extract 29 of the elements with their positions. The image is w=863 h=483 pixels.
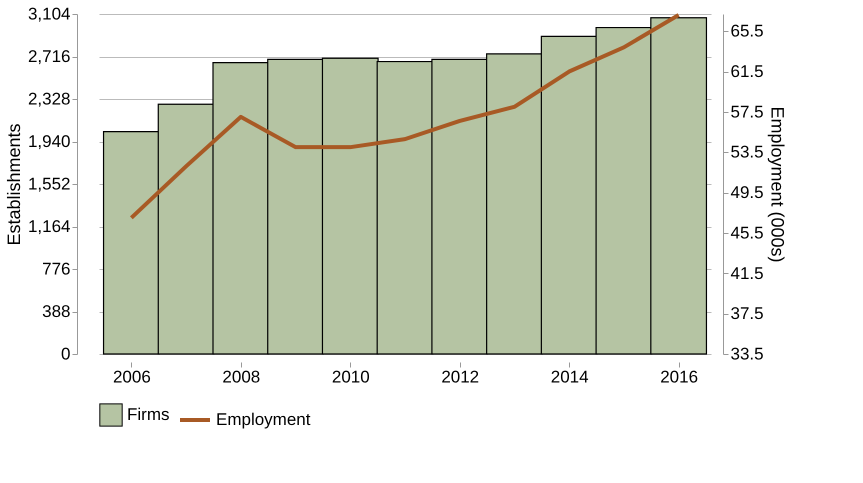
y-tick-label: 3,104 <box>28 4 70 24</box>
x-tick-label: 2006 <box>112 368 151 386</box>
legend-label: Employment <box>216 410 311 429</box>
y2-tick-label: 41.5 <box>730 264 764 283</box>
y2-tick-label: 53.5 <box>730 142 764 162</box>
x-tick-label: 2012 <box>441 368 480 386</box>
y-tick-label: 1,552 <box>28 174 70 194</box>
y2-tick-label: 57.5 <box>730 102 764 122</box>
legend-label: Firms <box>127 405 170 424</box>
y2-tick-label: 61.5 <box>730 62 764 82</box>
y2-tick-label: 37.5 <box>730 304 764 324</box>
y-tick-label: 2,716 <box>28 47 70 66</box>
x-tick-label: 2008 <box>222 368 260 386</box>
line-series <box>129 13 681 220</box>
y-tick-label: 2,328 <box>28 90 70 108</box>
x-tick-label: 2010 <box>332 368 370 386</box>
y-tick-label: 1,940 <box>28 132 70 151</box>
y2-tick-label: 33.5 <box>730 344 764 364</box>
y-tick-label: 388 <box>42 302 70 321</box>
y2-tick-label: 45.5 <box>730 223 764 242</box>
x-tick-label: 2016 <box>660 368 698 386</box>
y2-tick-label: 49.5 <box>730 183 764 202</box>
x-tick-label: 2014 <box>550 368 589 386</box>
y-tick-label: 776 <box>42 260 70 278</box>
y-tick-label: 0 <box>61 344 70 364</box>
y2-axis-title: Employment (000s) <box>768 106 788 263</box>
y-tick-label: 1,164 <box>28 217 70 236</box>
y-axis-title: Establishments <box>4 123 24 246</box>
y2-tick-label: 65.5 <box>730 22 764 41</box>
